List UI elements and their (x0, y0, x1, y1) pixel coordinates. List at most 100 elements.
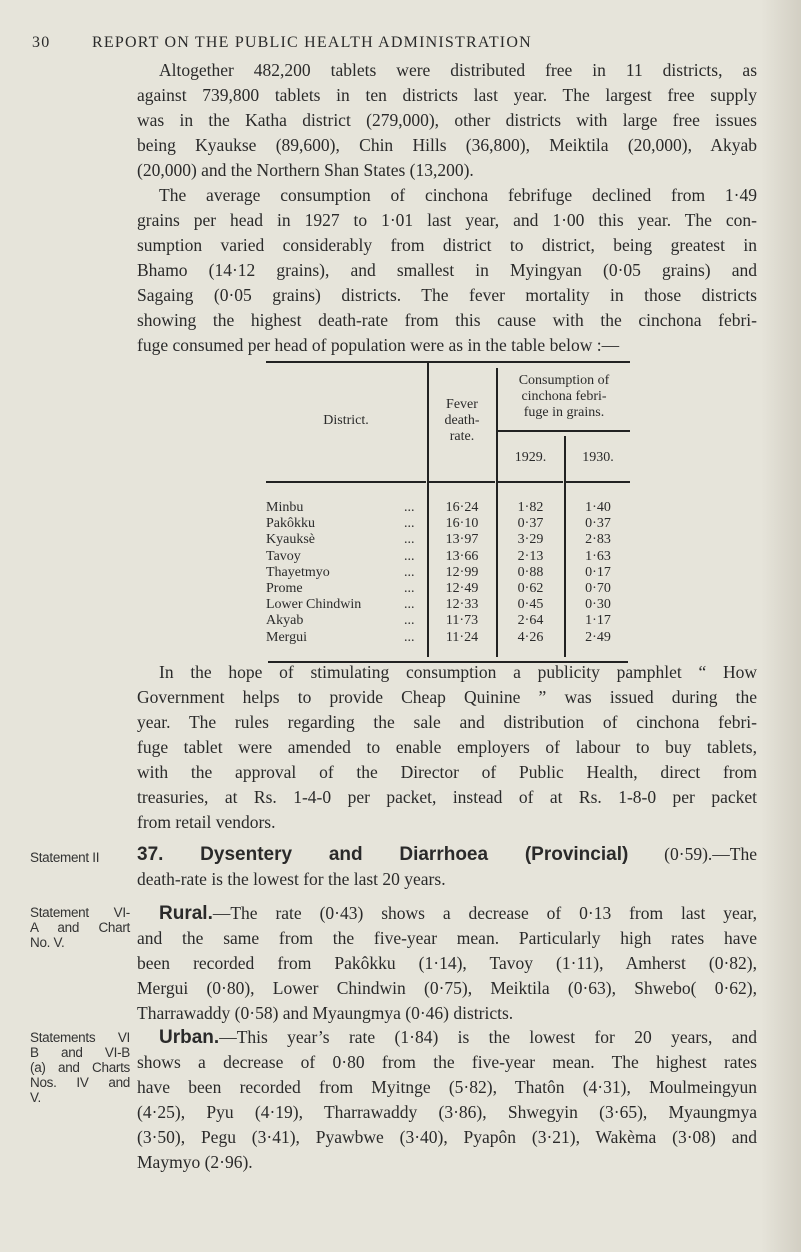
header-consumption-line: Consumption of (518, 373, 610, 388)
table-cell-fever: 11·73 (445, 613, 479, 629)
header-1929: 1929. (514, 450, 547, 465)
table-cell-dots: ... (404, 581, 415, 596)
table-cell-district: Minbu (266, 500, 304, 515)
text-line: death-rate is the lowest for the last 20… (137, 869, 446, 889)
table-cell-c1930: 0·30 (585, 597, 611, 613)
header-1930: 1930. (582, 450, 614, 465)
table-cell-dots: ... (404, 564, 415, 580)
running-header: REPORT ON THE PUBLIC HEALTH ADMINISTRATI… (92, 34, 532, 51)
column-rule (564, 436, 566, 657)
text-line: against 739,800 tablets in ten districts… (137, 85, 757, 105)
header-fever: Fever death- rate. (428, 397, 496, 445)
table-cell-district: Prome (266, 581, 303, 596)
text-line: shows a decrease of 0·80 from the five-y… (137, 1052, 757, 1072)
text-span: —The rate (0·43) shows a decrease of 0·1… (212, 903, 757, 923)
table-cell-c1930: 2·49 (585, 629, 611, 645)
section-heading: 37. Dysentery and Diarrhoea (Provincial) (137, 844, 629, 865)
table-cell-fever: 16·24 (445, 500, 479, 515)
header-fever-line: Fever (446, 397, 478, 412)
text-line: Altogether 482,200 tablets were distribu… (159, 60, 757, 80)
table-cell-c1930: 1·63 (585, 548, 611, 564)
text-line: grains per head in 1927 to 1·01 last yea… (137, 210, 757, 230)
table-cell-fever: 12·49 (445, 581, 479, 596)
subheader-rule (498, 430, 630, 432)
text-line: fuge consumed per head of population wer… (137, 335, 620, 355)
paragraph-rural: Rural.—The rate (0·43) shows a decrease … (137, 901, 757, 1026)
margin-note-line: Nos. IV and (30, 1075, 130, 1090)
table-cell-c1930: 1·17 (585, 613, 611, 629)
text-line: Rural.—The rate (0·43) shows a decrease … (137, 901, 757, 926)
margin-note-line: A and Chart (30, 920, 130, 935)
text-line: sumption varied considerably from distri… (137, 235, 757, 255)
column-rule (496, 368, 498, 657)
margin-note-statement-ii: Statement II (30, 850, 130, 865)
text-line: The average consumption of cinchona febr… (159, 185, 757, 205)
table-cell-c1930: 0·70 (585, 581, 611, 596)
table-cell-c1930: 1·40 (585, 500, 611, 515)
text-line: (3·50), Pegu (3·41), Pyawbwe (3·40), Pya… (137, 1127, 757, 1147)
table-cell-c1929: 2·13 (517, 548, 544, 564)
margin-note-line: No. V. (30, 935, 65, 950)
table-cell-c1930: 0·17 (585, 564, 611, 580)
text-line: treasuries, at Rs. 1-4-0 per packet, ins… (137, 787, 757, 807)
table-cell-district: Kyauksè (266, 532, 315, 548)
header-bottom-rule (266, 481, 426, 483)
margin-note-line: (a) and Charts (30, 1060, 130, 1075)
subsection-heading-rural: Rural. (159, 903, 213, 924)
table-cell-district: Akyab (266, 613, 304, 629)
table-cell-dots: ... (404, 516, 415, 532)
table-cell-c1929: 0·45 (517, 597, 544, 613)
table-cell-fever: 12·33 (445, 597, 479, 613)
paragraph-consumption: The average consumption of cinchona febr… (137, 183, 757, 358)
table-cell-dots: ... (404, 500, 415, 515)
table-cell-c1929: 3·29 (517, 532, 544, 548)
text-line: Maymyo (2·96). (137, 1152, 253, 1172)
table-cell-fever: 12·99 (445, 564, 479, 580)
table-top-rule (266, 361, 630, 363)
text-line: Mergui (0·80), Lower Chindwin (0·75), Me… (137, 978, 757, 998)
text-line: and the same from the five-year mean. Pa… (137, 928, 757, 948)
page-edge-shadow (761, 0, 801, 1252)
text-line: was in the Katha district (279,000), oth… (137, 110, 757, 130)
table-cell-dots: ... (404, 532, 415, 548)
table-cell-c1929: 4·26 (517, 629, 544, 645)
text-line: Sagaing (0·05 grains) districts. The fev… (137, 285, 757, 305)
table-cell-c1929: 1·82 (517, 500, 544, 515)
margin-note-line: Statements VI (30, 1030, 130, 1045)
text-span: (0·59).—The (628, 844, 757, 864)
table-bottom-rule (268, 661, 628, 663)
table-cell-dots: ... (404, 548, 415, 564)
text-line: (4·25), Pyu (4·19), Tharrawaddy (3·86), … (137, 1102, 757, 1122)
table-cell-c1930: 2·83 (585, 532, 611, 548)
table-cell-district: Lower Chindwin (266, 597, 362, 613)
header-fever-line: rate. (449, 429, 475, 444)
page-number: 30 (32, 34, 51, 51)
text-line: have been recorded from Myitnge (5·82), … (137, 1077, 757, 1097)
text-line: showing the highest death-rate from this… (137, 310, 757, 330)
table-cell-fever: 16·10 (445, 516, 479, 532)
text-line: Government helps to provide Cheap Quinin… (137, 687, 757, 707)
text-line: being Kyaukse (89,600), Chin Hills (36,8… (137, 135, 757, 155)
paragraph-tablets: Altogether 482,200 tablets were distribu… (137, 58, 757, 183)
table-cell-c1929: 0·62 (517, 581, 544, 596)
table-cell-c1929: 0·88 (517, 564, 544, 580)
margin-note-statements-vi-b: Statements VI B and VI-B (a) and Charts Nos… (30, 1030, 130, 1105)
text-line: Urban.—This year’s rate (1·84) is the lo… (137, 1025, 757, 1050)
text-line: (20,000) and the Northern Shan States (1… (137, 160, 474, 180)
header-consumption-line: cinchona febri- (521, 389, 607, 404)
table-cell-c1929: 2·64 (517, 613, 544, 629)
text-line: from retail vendors. (137, 812, 276, 832)
text-line: fuge tablet were amended to enable emplo… (137, 737, 757, 757)
table-cell-dots: ... (404, 613, 415, 629)
table-cell-district: Thayetmyo (266, 564, 330, 580)
header-consumption: Consumption of cinchona febri- fuge in g… (497, 373, 631, 421)
margin-note-line: Statement II (30, 850, 100, 865)
subsection-heading-urban: Urban. (159, 1027, 220, 1048)
table-cell-c1929: 0·37 (517, 516, 544, 532)
table-cell-dots: ... (404, 629, 415, 645)
table-cell-fever: 11·24 (445, 629, 479, 645)
table-cell-c1930: 0·37 (585, 516, 611, 532)
header-district: District. (323, 413, 369, 428)
text-line: with the approval of the Director of Pub… (137, 762, 757, 782)
